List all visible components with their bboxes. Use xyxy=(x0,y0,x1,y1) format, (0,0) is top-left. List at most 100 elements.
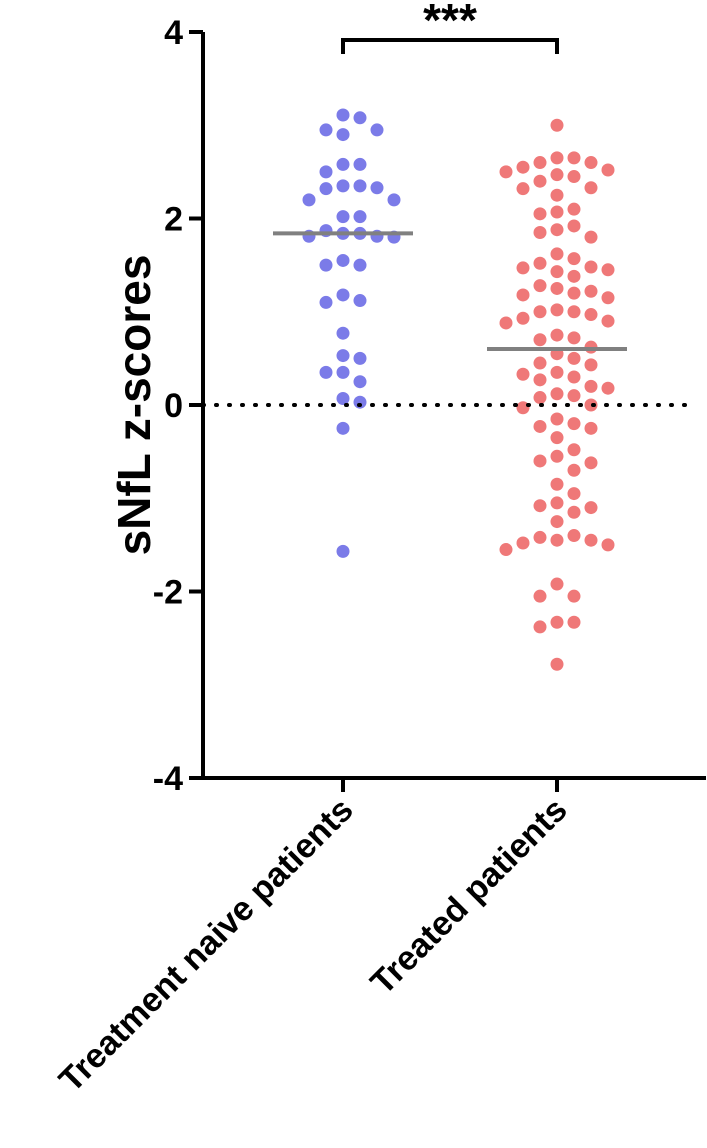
data-point xyxy=(353,179,367,193)
y-axis-title: sNfL z-scores xyxy=(108,255,160,556)
data-point xyxy=(353,258,367,272)
data-point xyxy=(567,487,581,501)
data-point xyxy=(533,333,547,347)
data-point xyxy=(584,533,598,547)
y-tick-label: 2 xyxy=(164,201,183,239)
data-point xyxy=(550,365,564,379)
y-tick-label: -2 xyxy=(153,574,183,612)
median-lines xyxy=(273,231,627,352)
data-point xyxy=(584,284,598,298)
data-point xyxy=(353,157,367,171)
data-point xyxy=(567,202,581,216)
data-point xyxy=(567,351,581,365)
data-point xyxy=(567,252,581,266)
data-point xyxy=(567,505,581,519)
data-point xyxy=(584,358,598,372)
data-point xyxy=(516,261,530,275)
data-point xyxy=(516,536,530,550)
data-point xyxy=(550,118,564,132)
data-point xyxy=(533,225,547,239)
data-point xyxy=(567,615,581,629)
data-point xyxy=(533,419,547,433)
data-point xyxy=(516,182,530,196)
data-point xyxy=(353,111,367,125)
data-points xyxy=(302,108,615,671)
data-point xyxy=(601,163,615,177)
data-point xyxy=(533,373,547,387)
data-point xyxy=(533,499,547,513)
data-point xyxy=(567,151,581,165)
data-point xyxy=(550,205,564,219)
data-point xyxy=(516,367,530,381)
data-point xyxy=(319,165,333,179)
data-point xyxy=(533,589,547,603)
data-point xyxy=(533,356,547,370)
data-point xyxy=(533,454,547,468)
data-point xyxy=(584,456,598,470)
data-point xyxy=(601,538,615,552)
data-point xyxy=(567,370,581,384)
data-point xyxy=(370,123,384,137)
x-category-label: Treatment naive patients xyxy=(52,791,361,1100)
data-point xyxy=(533,279,547,293)
data-point xyxy=(567,589,581,603)
data-point xyxy=(550,449,564,463)
data-point xyxy=(567,389,581,403)
data-point xyxy=(584,379,598,393)
data-point xyxy=(584,181,598,195)
data-point xyxy=(584,156,598,170)
data-point xyxy=(550,515,564,529)
data-point xyxy=(550,168,564,182)
data-point xyxy=(336,108,350,122)
data-point xyxy=(499,316,513,330)
data-point xyxy=(567,443,581,457)
data-point xyxy=(550,496,564,510)
data-point xyxy=(353,351,367,365)
data-point xyxy=(336,210,350,224)
data-point xyxy=(567,305,581,319)
data-point xyxy=(550,412,564,426)
data-point xyxy=(550,247,564,261)
data-point xyxy=(533,530,547,544)
data-point xyxy=(567,331,581,345)
data-point xyxy=(336,326,350,340)
data-point xyxy=(319,123,333,137)
significance-bracket xyxy=(341,38,559,54)
data-point xyxy=(353,210,367,224)
data-point xyxy=(584,230,598,244)
data-point xyxy=(550,657,564,671)
data-point xyxy=(533,391,547,405)
data-point xyxy=(584,421,598,435)
data-point xyxy=(516,288,530,302)
data-point xyxy=(533,256,547,270)
data-point xyxy=(550,387,564,401)
data-point xyxy=(336,157,350,171)
data-point xyxy=(550,328,564,342)
data-point xyxy=(533,174,547,188)
data-point xyxy=(550,281,564,295)
data-point xyxy=(567,286,581,300)
data-point xyxy=(550,303,564,317)
data-point xyxy=(336,421,350,435)
data-point xyxy=(353,294,367,308)
data-point xyxy=(533,620,547,634)
data-point xyxy=(567,463,581,477)
data-point xyxy=(387,193,401,207)
data-point xyxy=(302,193,316,207)
data-point xyxy=(336,349,350,363)
data-point xyxy=(353,375,367,389)
data-point xyxy=(550,151,564,165)
data-point xyxy=(550,188,564,202)
y-tick-label: 0 xyxy=(164,387,183,425)
data-point xyxy=(353,395,367,409)
data-point xyxy=(567,219,581,233)
data-point xyxy=(516,160,530,174)
data-point xyxy=(584,260,598,274)
data-point xyxy=(567,417,581,431)
data-point xyxy=(550,223,564,237)
data-point xyxy=(601,314,615,328)
y-tick-label: -4 xyxy=(153,760,183,798)
data-point xyxy=(516,311,530,325)
data-point xyxy=(336,288,350,302)
